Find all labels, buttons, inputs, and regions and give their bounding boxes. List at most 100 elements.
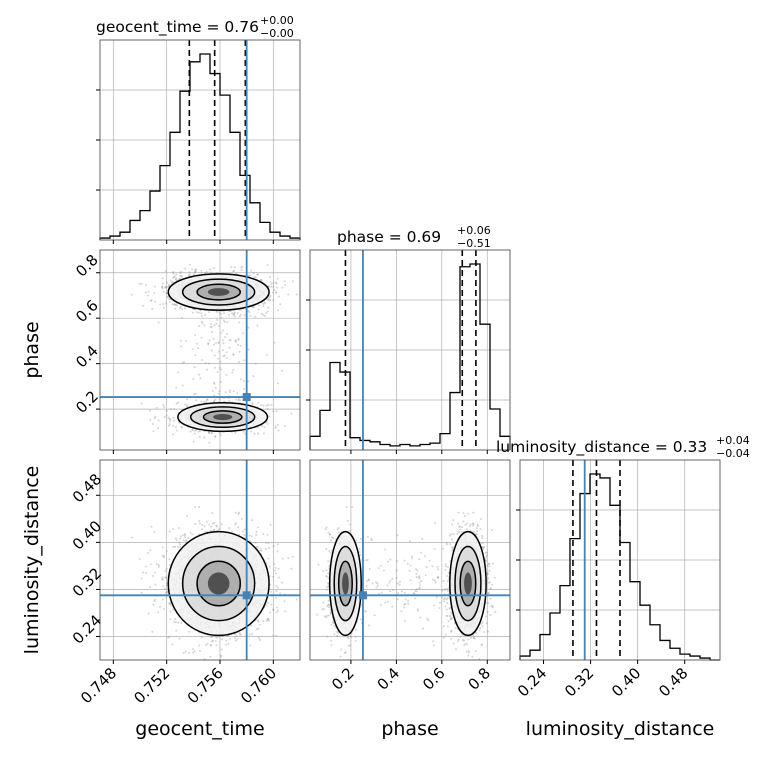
sample-point [198,522,201,525]
sample-point [284,284,287,287]
sample-point [220,654,223,657]
sample-point [201,528,204,531]
sample-point [236,312,239,315]
sample-point [179,546,182,549]
sample-point [159,605,162,608]
sample-point [276,382,279,385]
sample-point [270,285,273,288]
sample-point [203,436,206,439]
sample-point [272,285,275,288]
sample-point [181,361,184,364]
sample-point [165,582,168,585]
sample-point [164,576,167,579]
sample-point [153,600,156,603]
sample-point [161,598,164,601]
sample-point [174,537,177,540]
truth-marker [242,393,251,402]
sample-point [157,563,160,566]
sample-point [225,643,228,646]
sample-point [257,401,260,404]
sample-point [228,637,231,640]
sample-point [154,300,157,303]
sample-point [270,590,273,593]
sample-point [167,636,170,639]
sample-point [214,341,217,344]
sample-point [194,268,197,271]
sample-point [174,303,177,306]
sample-point [177,527,180,530]
sample-point [211,512,214,515]
sample-point [257,432,260,435]
sample-point [172,528,175,531]
sample-point [290,567,293,570]
sample-point [267,415,270,418]
sample-point [263,301,266,304]
sample-point [272,299,275,302]
sample-point [161,277,164,280]
sample-point [231,312,234,315]
sample-point [272,608,275,611]
sample-point [217,350,220,353]
sample-point [150,525,153,528]
sample-point [226,320,229,323]
sample-point [209,655,212,658]
sample-point [187,274,190,277]
sample-point [249,314,252,317]
sample-point [213,399,216,402]
sample-point [240,266,243,269]
sample-point [180,621,183,624]
sample-point [261,279,264,282]
sample-point [262,302,265,305]
sample-point [180,345,183,348]
sample-point [164,286,167,289]
sample-point [210,644,213,647]
sample-point [235,634,238,637]
sample-point [149,563,152,566]
sample-point [176,304,179,307]
sample-point [276,309,279,312]
sample-point [198,435,201,438]
sample-point [219,434,222,437]
sample-point [213,381,216,384]
sample-point [149,409,152,412]
sample-point [219,360,222,363]
sample-point [172,272,175,275]
sample-point [268,298,271,301]
sample-point [130,293,133,296]
sample-point [255,533,258,536]
sample-point [233,312,236,315]
sample-point [225,333,228,336]
sample-point [241,265,244,268]
sample-point [223,354,226,357]
sample-point [160,578,163,581]
sample-point [179,275,182,278]
sample-point [198,324,201,327]
sample-point [284,610,287,613]
sample-point [167,296,170,299]
sample-point [281,581,284,584]
sample-point [250,535,253,538]
sample-point [169,418,172,421]
sample-point [173,303,176,306]
sample-point [232,353,235,356]
sample-point [211,639,214,642]
sample-point [256,273,259,276]
sample-point [173,621,176,624]
sample-point [178,422,181,425]
sample-point [225,373,228,376]
sample-point [232,353,235,356]
sample-point [248,274,251,277]
sample-point [266,310,269,313]
sample-point [172,270,175,273]
sample-point [193,366,196,369]
sample-point [274,566,277,569]
sample-point [252,375,255,378]
sample-point [243,533,246,536]
sample-point [262,620,265,623]
sample-point [251,633,254,636]
sample-point [220,523,223,526]
sample-point [214,386,217,389]
sample-point [157,611,160,614]
sample-point [279,592,282,595]
panel-hist-luminosity-distance [519,460,720,661]
